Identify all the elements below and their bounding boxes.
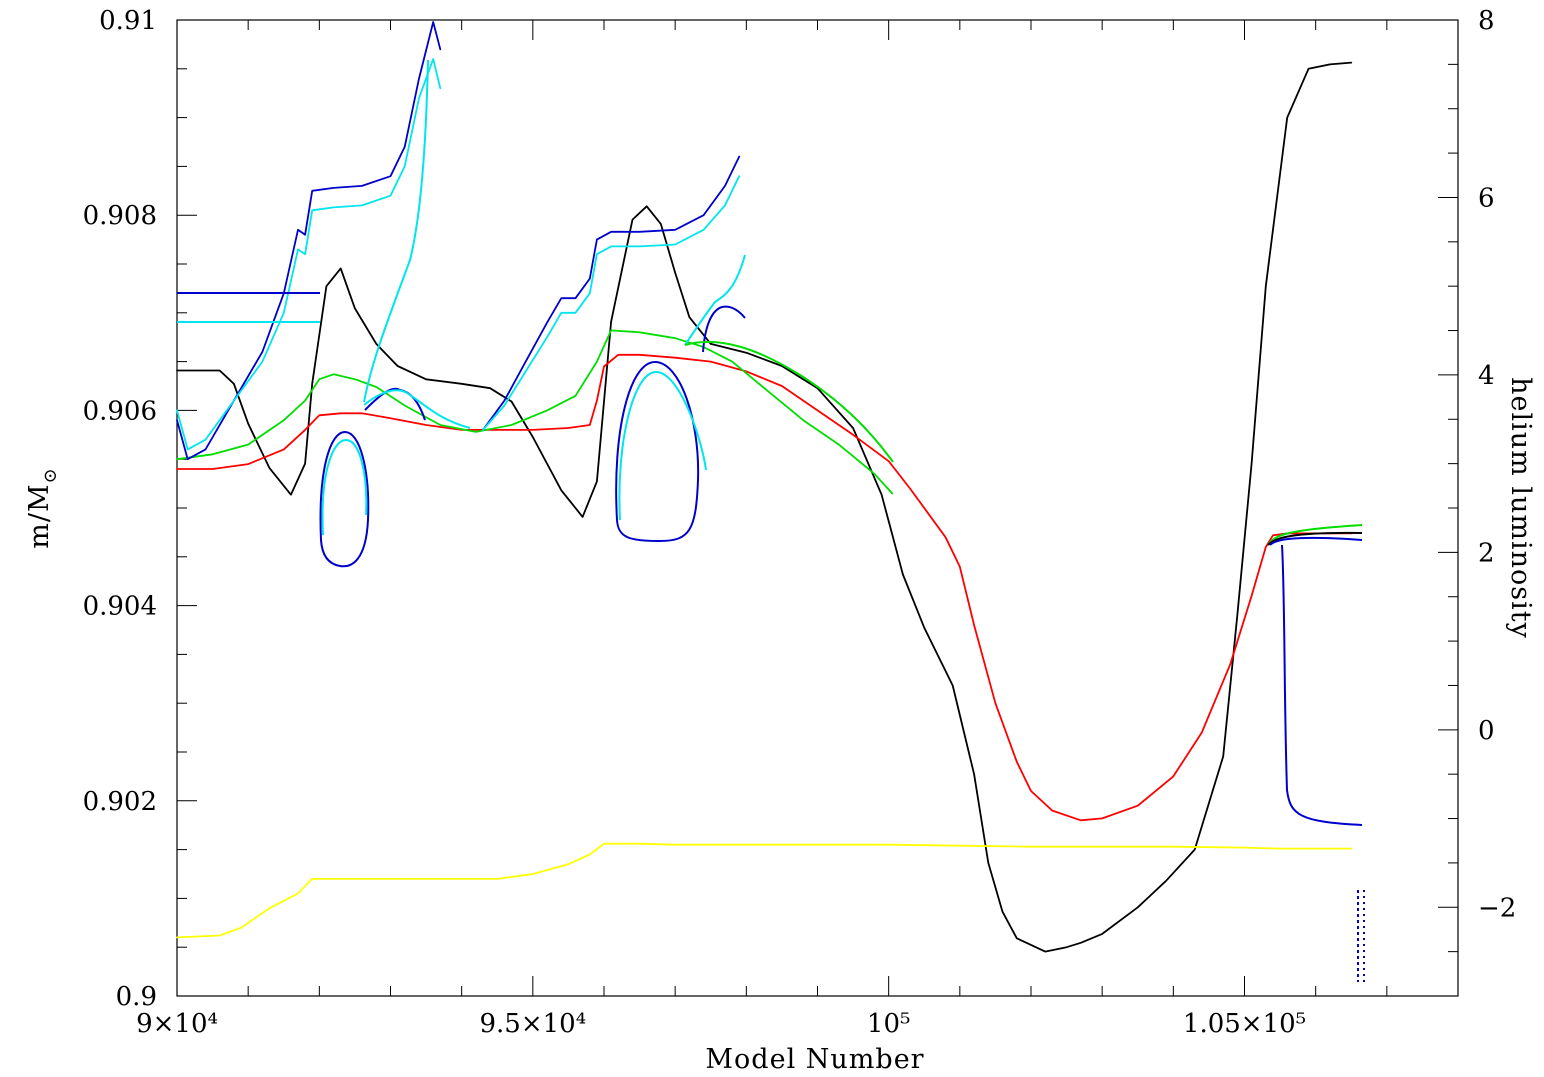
series-line-6 <box>176 58 442 451</box>
y-right-tick-label: 2 <box>1478 538 1495 568</box>
y-right-tick-label: 0 <box>1478 716 1495 746</box>
series-line-4 <box>176 21 442 461</box>
blue-late-plateau <box>1269 536 1363 546</box>
x-axis-title: Model Number <box>705 1044 924 1075</box>
y-right-tick-label: 6 <box>1478 183 1495 213</box>
svg-text:m/M⊙: m/M⊙ <box>24 467 61 548</box>
cyan-loop-small <box>321 438 368 536</box>
series-line-1 <box>176 842 1353 939</box>
blue-loop-small <box>319 430 370 568</box>
cyan-loop-large <box>618 370 707 521</box>
y-axis-left-title: m/M⊙ <box>24 467 61 548</box>
series-line-2 <box>176 353 1353 822</box>
x-tick-label: 1.05×10⁵ <box>1183 1009 1306 1039</box>
black-late-plateau <box>1267 531 1363 546</box>
tick-labels: 9×10⁴ 9.5×10⁴ 10⁵ 1.05×10⁵ 0.9 0.902 0.904 0.90… <box>83 6 1517 1039</box>
axis-ticks <box>176 19 1459 997</box>
y-left-tick-label: 0.902 <box>83 787 157 817</box>
series-line-7 <box>482 175 741 431</box>
green-late-plateau <box>1267 524 1363 546</box>
y-right-tick-label: 4 <box>1478 361 1495 391</box>
y-axis-right-title: helium luminosity <box>1505 377 1536 639</box>
blue-late-decay <box>1281 544 1363 826</box>
convective-loops <box>177 59 1365 982</box>
y-right-tick-label: −2 <box>1478 893 1516 923</box>
y-right-tick-label: 8 <box>1478 6 1495 36</box>
series-line-0 <box>176 61 1353 953</box>
y-left-title-text: m/M <box>24 483 55 548</box>
y-left-title-subscript: ⊙ <box>40 467 61 483</box>
green-tail <box>684 340 894 463</box>
x-tick-label: 10⁵ <box>867 1009 911 1039</box>
cyan-rising-branch-2 <box>684 254 746 346</box>
series-line-5 <box>482 155 741 431</box>
y-left-tick-label: 0.906 <box>83 396 157 426</box>
y-left-tick-label: 0.908 <box>83 201 157 231</box>
y-left-tick-label: 0.9 <box>116 982 157 1012</box>
x-tick-label: 9×10⁴ <box>136 1009 218 1039</box>
blue-loop-large <box>615 360 700 543</box>
svg-text:helium luminosity: helium luminosity <box>1505 377 1536 639</box>
y-left-tick-label: 0.904 <box>83 592 157 622</box>
series-layer <box>176 21 1353 953</box>
cyan-hump <box>363 389 471 429</box>
cyan-rising-branch <box>363 59 429 403</box>
blue-hump-2 <box>702 305 746 353</box>
x-tick-label: 9.5×10⁴ <box>480 1009 587 1039</box>
series-line-3 <box>176 329 894 495</box>
y-left-tick-label: 0.91 <box>99 6 157 36</box>
